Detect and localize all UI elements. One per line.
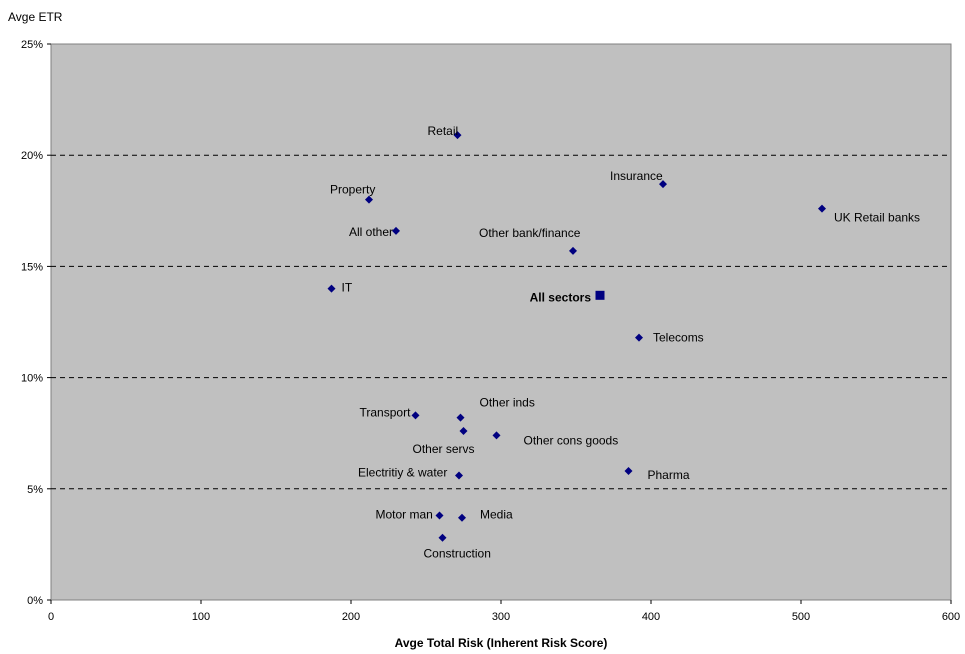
- data-point: [635, 333, 643, 342]
- data-point: [455, 471, 463, 480]
- point-label: Property: [330, 183, 375, 197]
- x-tick-label: 400: [642, 611, 660, 623]
- point-label: Other servs: [413, 442, 475, 456]
- x-axis-title: Avge Total Risk (Inherent Risk Score): [395, 636, 608, 650]
- data-point: [392, 226, 400, 235]
- y-tick-label: 25%: [21, 39, 43, 51]
- data-points: [327, 131, 826, 542]
- y-tick-label: 0%: [27, 595, 43, 607]
- point-label: Transport: [360, 405, 412, 419]
- y-tick-label: 5%: [27, 484, 43, 496]
- point-label: All sectors: [530, 290, 592, 304]
- point-label: Retail: [428, 124, 459, 138]
- x-tick-label: 500: [792, 611, 810, 623]
- point-label: Other cons goods: [524, 433, 619, 447]
- data-point: [438, 533, 447, 542]
- x-tick-label: 100: [192, 611, 210, 623]
- data-point: [624, 467, 633, 476]
- y-tick-label: 20%: [21, 150, 43, 162]
- data-point: [458, 513, 466, 522]
- plot-area: [50, 43, 952, 601]
- y-tick-label: 15%: [21, 261, 43, 273]
- x-tick-label: 0: [48, 611, 54, 623]
- point-label: Insurance: [610, 169, 663, 183]
- data-point: [569, 246, 577, 255]
- point-label: Electritiy & water: [358, 465, 447, 479]
- x-axis-ticks: 0 100 200 300 400 500 600: [48, 600, 960, 623]
- x-tick-label: 600: [942, 611, 960, 623]
- data-point: [492, 431, 501, 440]
- data-point-all-sectors: [595, 290, 605, 300]
- data-point: [659, 180, 667, 189]
- y-axis-title: Avge ETR: [8, 10, 63, 24]
- point-label: UK Retail banks: [834, 211, 920, 225]
- y-tick-label: 10%: [21, 373, 43, 385]
- data-point: [327, 284, 336, 293]
- x-tick-label: 300: [492, 611, 510, 623]
- point-label: Media: [480, 508, 513, 522]
- point-label: Other inds: [480, 396, 535, 410]
- data-point: [818, 204, 826, 213]
- point-label: Construction: [424, 547, 491, 561]
- data-point: [453, 131, 462, 140]
- point-label: Telecoms: [653, 331, 704, 345]
- gridlines: [51, 154, 951, 490]
- x-tick-label: 200: [342, 611, 360, 623]
- data-point: [411, 411, 420, 420]
- data-point: [365, 195, 373, 204]
- point-label: IT: [342, 281, 353, 295]
- point-label: Motor man: [376, 507, 433, 521]
- y-axis-ticks: 0% 5% 10% 15% 20% 25%: [21, 39, 51, 607]
- data-point: [435, 511, 444, 520]
- data-point: [459, 426, 468, 435]
- point-label: Pharma: [648, 468, 690, 482]
- point-label: All other: [349, 225, 393, 239]
- point-label: Other bank/finance: [479, 226, 581, 240]
- point-labels: Retail Insurance UK Retail banks Property Al…: [330, 124, 920, 561]
- data-point: [456, 413, 465, 422]
